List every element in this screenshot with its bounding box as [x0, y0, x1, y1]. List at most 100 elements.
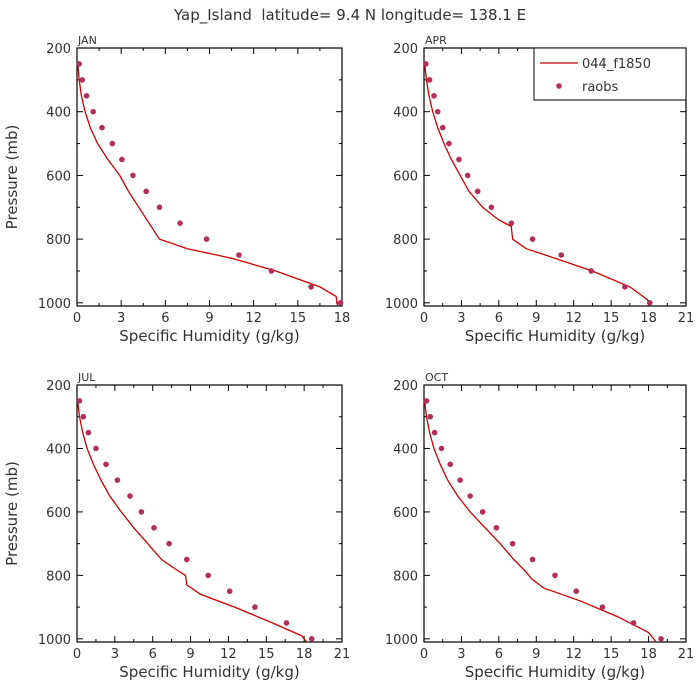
panel-label: JUL: [77, 371, 96, 384]
y-tick-label: 600: [393, 169, 418, 184]
raobs-point: [90, 108, 96, 115]
raobs-point: [508, 220, 515, 226]
raobs-point: [509, 540, 516, 547]
y-tick-label: 200: [393, 379, 418, 394]
raobs-point: [203, 236, 210, 242]
y-tick-label: 800: [393, 233, 418, 248]
raobs-point: [431, 429, 438, 436]
x-tick-label: 9: [532, 311, 540, 326]
panel-jul: JUL 0 3 6 9 12 15 18 21 200 400 600 800 1000 Specific …: [3, 371, 350, 681]
panel-label: OCT: [425, 371, 448, 384]
raobs-point: [119, 156, 125, 163]
x-axis-label: Specific Humidity (g/kg): [465, 327, 645, 345]
y-tick-label: 400: [46, 442, 71, 457]
raobs-point: [427, 413, 434, 420]
x-tick-label: 6: [495, 311, 503, 326]
raobs-point: [130, 172, 136, 179]
x-tick-label: 15: [603, 647, 620, 662]
raobs-point: [205, 572, 212, 579]
x-tick-label: 9: [532, 647, 540, 662]
raobs-point: [488, 204, 495, 211]
raobs-point: [464, 172, 471, 179]
legend-marker-swatch: [556, 83, 562, 89]
plot-frame: [76, 384, 343, 643]
y-tick-label: 200: [46, 379, 71, 394]
raobs-point: [431, 92, 437, 99]
model-line: [76, 400, 308, 643]
model-line: [77, 63, 339, 307]
x-tick-label: 9: [186, 647, 194, 662]
y-tick-label: 400: [393, 442, 418, 457]
raobs-point: [79, 77, 85, 83]
figure-title: Yap_Island latitude= 9.4 N longitude= 13…: [173, 6, 526, 25]
raobs-point: [283, 620, 290, 626]
y-tick-label: 200: [46, 42, 71, 57]
raobs-point: [76, 398, 83, 404]
x-tick-label: 0: [73, 311, 81, 326]
x-tick-label: 15: [258, 647, 275, 662]
panel-label: JAN: [77, 34, 97, 47]
raobs-point: [85, 429, 92, 436]
raobs-point: [434, 108, 441, 115]
x-tick-label: 0: [73, 647, 81, 662]
y-tick-label: 600: [46, 506, 71, 521]
y-tick-label: 1000: [385, 297, 418, 312]
raobs-point: [166, 540, 172, 547]
raobs-point: [268, 268, 275, 274]
x-tick-label: 3: [457, 311, 465, 326]
raobs-point: [127, 493, 133, 499]
raobs-point: [423, 61, 429, 67]
raobs-point: [93, 445, 99, 452]
x-tick-label: 21: [334, 647, 351, 662]
raobs-point: [83, 92, 90, 99]
raobs-point: [647, 300, 653, 306]
raobs-point: [109, 140, 116, 147]
x-tick-label: 12: [565, 311, 582, 326]
x-tick-label: 18: [640, 647, 657, 662]
raobs-point: [426, 77, 433, 83]
x-tick-label: 3: [117, 311, 125, 326]
raobs-point: [493, 524, 500, 531]
y-tick-label: 400: [393, 106, 418, 121]
raobs-point: [252, 604, 258, 610]
panel-label: APR: [425, 34, 447, 47]
x-tick-label: 6: [149, 647, 157, 662]
raobs-point: [622, 284, 628, 290]
raobs-point: [457, 477, 463, 483]
x-tick-label: 18: [640, 311, 657, 326]
x-tick-label: 12: [245, 311, 262, 326]
x-axis-label: Specific Humidity (g/kg): [119, 663, 299, 681]
raobs-point: [308, 636, 315, 642]
raobs-point: [183, 556, 190, 563]
y-tick-label: 600: [46, 169, 71, 184]
x-tick-label: 21: [678, 647, 695, 662]
raobs-point: [479, 509, 486, 515]
y-tick-label: 600: [393, 506, 418, 521]
raobs-point: [438, 445, 445, 452]
x-tick-label: 6: [161, 311, 169, 326]
raobs-point: [138, 509, 145, 515]
raobs-point: [103, 461, 109, 468]
raobs-point: [439, 124, 446, 131]
x-tick-label: 15: [603, 311, 620, 326]
x-tick-label: 3: [457, 647, 465, 662]
plot-frame: [76, 47, 343, 307]
y-tick-label: 200: [393, 42, 418, 57]
y-tick-label: 800: [46, 233, 71, 248]
x-tick-label: 18: [334, 311, 351, 326]
raobs-point: [226, 588, 233, 595]
raobs-point: [599, 604, 606, 610]
panel-oct: OCT 0 3 6 9 12 15 18 21 200 400 600 800 1000 Specific …: [385, 371, 694, 681]
x-tick-label: 9: [205, 311, 213, 326]
legend-label-obs: raobs: [582, 80, 619, 95]
raobs-point: [236, 252, 242, 258]
y-tick-label: 800: [393, 569, 418, 584]
y-tick-label: 1000: [38, 633, 71, 648]
y-axis-label: Pressure (mb): [3, 461, 21, 566]
raobs-point: [423, 398, 430, 404]
raobs-point: [658, 636, 664, 642]
x-tick-label: 0: [420, 311, 428, 326]
raobs-point: [308, 284, 314, 290]
